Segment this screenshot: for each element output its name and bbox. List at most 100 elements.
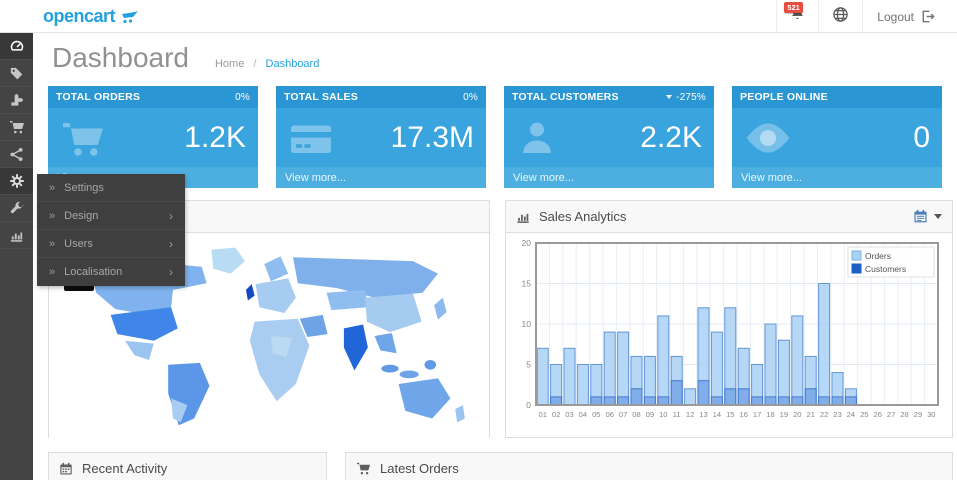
cart-large-icon	[60, 118, 112, 158]
chevron-right-icon: ›	[169, 236, 173, 251]
svg-text:14: 14	[713, 410, 721, 419]
credit-card-icon	[288, 118, 340, 158]
stores-button[interactable]	[818, 0, 862, 33]
caret-down-icon	[666, 95, 673, 99]
sales-analytics-panel: Sales Analytics 0 5 10 15 20 01 02 03 04 05 06 07 08…	[505, 200, 953, 438]
stat-tile-total-customers: TOTAL CUSTOMERS -275% 2.2K View more...	[504, 86, 714, 188]
extension-icon	[11, 93, 23, 106]
logout-button[interactable]: Logout	[862, 0, 949, 33]
stat-tile-total-sales: TOTAL SALES 0% 17.3M View more...	[276, 86, 486, 188]
svg-text:27: 27	[887, 410, 895, 419]
share-icon	[10, 147, 23, 161]
svg-text:02: 02	[552, 410, 560, 419]
world-map	[49, 233, 489, 438]
top-header: opencart 521 Logout	[0, 0, 957, 33]
svg-text:01: 01	[538, 410, 546, 419]
svg-text:29: 29	[914, 410, 922, 419]
sidebar-item-tools[interactable]	[0, 195, 33, 222]
bar-chart-icon	[516, 210, 530, 224]
logout-icon	[922, 10, 935, 23]
tile-value: 0	[913, 120, 930, 154]
logout-label: Logout	[877, 9, 914, 24]
main-content: Dashboard Home / Dashboard TOTAL ORDERS 0…	[33, 33, 957, 480]
svg-text:23: 23	[833, 410, 841, 419]
svg-text:20: 20	[793, 410, 801, 419]
submenu-item-design[interactable]: » Design ›	[37, 202, 185, 230]
svg-text:24: 24	[847, 410, 855, 419]
svg-text:0: 0	[526, 400, 531, 410]
svg-text:15: 15	[726, 410, 734, 419]
panel-title: Recent Activity	[82, 461, 168, 476]
svg-text:17: 17	[753, 410, 761, 419]
submenu-item-users[interactable]: » Users ›	[37, 230, 185, 258]
panel-title: Sales Analytics	[539, 209, 627, 224]
tile-delta: -275%	[676, 91, 706, 103]
caret-down-icon	[934, 214, 942, 219]
calendar-icon	[914, 209, 927, 223]
svg-text:30: 30	[927, 410, 935, 419]
opencart-logo[interactable]: opencart	[43, 0, 140, 33]
tile-value: 17.3M	[390, 120, 474, 154]
view-more-link[interactable]: View more...	[276, 167, 486, 188]
sidebar-item-extensions[interactable]	[0, 87, 33, 114]
cart-icon	[9, 121, 24, 134]
sidebar-item-catalog[interactable]	[0, 60, 33, 87]
sidebar-item-dashboard[interactable]	[0, 33, 33, 60]
sidebar-item-marketing[interactable]	[0, 141, 33, 168]
svg-text:Customers: Customers	[865, 264, 906, 274]
svg-text:5: 5	[526, 360, 531, 370]
svg-text:05: 05	[592, 410, 600, 419]
svg-text:08: 08	[632, 410, 640, 419]
wrench-icon	[10, 201, 24, 213]
sidebar-item-reports[interactable]	[0, 222, 33, 249]
chart-range-dropdown[interactable]	[913, 209, 942, 224]
notifications-button[interactable]: 521	[776, 0, 818, 33]
svg-text:20: 20	[522, 238, 532, 248]
cart-icon	[356, 461, 371, 476]
globe-icon	[832, 6, 849, 28]
svg-text:22: 22	[820, 410, 828, 419]
report-icon	[10, 232, 23, 242]
sidebar-item-system[interactable]	[0, 168, 33, 195]
svg-text:Orders: Orders	[865, 251, 891, 261]
view-more-link[interactable]: View more...	[732, 167, 942, 188]
submenu-item-label: Localisation	[64, 266, 123, 278]
breadcrumb: Home / Dashboard	[215, 58, 319, 70]
svg-text:09: 09	[646, 410, 654, 419]
system-submenu: » Settings » Design › » Users › » Locali…	[37, 174, 185, 286]
sidebar-item-sales[interactable]	[0, 114, 33, 141]
gear-icon	[9, 174, 24, 188]
view-more-link[interactable]: View more...	[504, 167, 714, 188]
double-chevron-icon: »	[49, 266, 56, 278]
svg-text:07: 07	[619, 410, 627, 419]
chevron-right-icon: ›	[169, 265, 173, 279]
breadcrumb-current-link[interactable]: Dashboard	[265, 58, 320, 70]
tag-icon	[10, 67, 23, 79]
tile-title: TOTAL SALES	[284, 91, 358, 103]
svg-text:10: 10	[659, 410, 667, 419]
tile-title: TOTAL CUSTOMERS	[512, 91, 619, 103]
breadcrumb-home-link[interactable]: Home	[214, 58, 245, 70]
svg-text:26: 26	[873, 410, 881, 419]
svg-text:06: 06	[605, 410, 613, 419]
submenu-item-settings[interactable]: » Settings	[37, 174, 185, 202]
svg-text:13: 13	[699, 410, 707, 419]
stat-tile-people-online: PEOPLE ONLINE 0 View more...	[732, 86, 942, 188]
panel-title: Latest Orders	[380, 461, 459, 476]
svg-text:19: 19	[780, 410, 788, 419]
tile-value: 1.2K	[184, 120, 246, 154]
double-chevron-icon: »	[49, 237, 56, 250]
tile-delta: 0%	[235, 91, 250, 103]
submenu-item-label: Design	[64, 209, 99, 222]
breadcrumb-separator: /	[253, 58, 257, 70]
double-chevron-icon: »	[49, 209, 56, 222]
double-chevron-icon: »	[49, 181, 56, 194]
calendar-icon	[59, 462, 73, 476]
recent-activity-panel: Recent Activity	[48, 452, 327, 480]
eye-icon	[744, 119, 796, 157]
tile-value: 2.2K	[640, 120, 702, 154]
sidebar-nav	[0, 33, 33, 480]
notification-badge: 521	[784, 2, 803, 13]
logo-text: opencart	[43, 6, 116, 26]
submenu-item-localisation[interactable]: » Localisation ›	[37, 258, 185, 286]
